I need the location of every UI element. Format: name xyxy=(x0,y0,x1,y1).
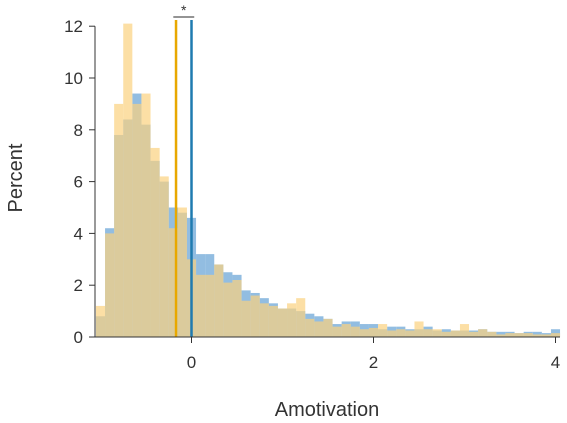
histogram-bar xyxy=(305,318,315,337)
x-tick-label: 2 xyxy=(369,353,378,372)
histogram-bar xyxy=(232,280,242,337)
histogram-bar xyxy=(196,274,206,337)
histogram-bar xyxy=(296,298,306,337)
histogram-bar xyxy=(332,326,342,337)
significance-label: * xyxy=(181,2,187,18)
x-axis-ticks: 0 2 4 xyxy=(187,337,560,372)
histogram-bar xyxy=(214,264,224,337)
histogram-bar xyxy=(350,326,360,337)
histogram-bar xyxy=(159,176,169,337)
histogram-bar xyxy=(459,324,470,337)
histogram-bar xyxy=(550,329,561,337)
histogram-bar xyxy=(405,330,415,337)
histogram-bar xyxy=(450,330,460,337)
y-tick-label: 4 xyxy=(74,224,83,243)
histogram-bar xyxy=(469,331,479,337)
y-axis-label: Percent xyxy=(5,143,27,212)
histogram-bar xyxy=(378,324,388,337)
histogram-bar xyxy=(141,93,151,337)
y-axis-ticks: 0 2 4 6 8 10 12 xyxy=(64,17,95,347)
histogram-bar xyxy=(432,329,442,337)
histogram-bar xyxy=(177,207,187,337)
histogram-bar xyxy=(205,274,215,337)
histogram-bar xyxy=(368,327,379,337)
histogram-bar xyxy=(341,324,351,337)
histogram-bar xyxy=(414,321,424,337)
y-tick-label: 0 xyxy=(74,328,83,347)
histogram-bar xyxy=(441,331,451,337)
x-tick-label: 4 xyxy=(551,353,560,372)
histogram-bar xyxy=(478,329,488,337)
histogram-bar xyxy=(277,308,288,337)
histogram-bar xyxy=(268,305,278,337)
histogram-bar xyxy=(259,303,269,337)
histogram-bar xyxy=(114,103,124,338)
histogram-bar xyxy=(105,233,115,337)
histogram-bar xyxy=(532,334,542,337)
histogram-bar xyxy=(250,295,260,337)
histogram-series xyxy=(95,23,561,338)
histogram-bar xyxy=(323,318,333,337)
x-axis-label: Amotivation xyxy=(275,399,380,421)
y-tick-label: 10 xyxy=(64,69,83,88)
y-tick-label: 2 xyxy=(74,276,83,295)
histogram-bar xyxy=(496,334,506,337)
histogram-bar xyxy=(423,329,433,337)
histogram-bar xyxy=(123,23,133,338)
histogram-bar xyxy=(396,329,406,337)
histogram-bar xyxy=(95,305,106,337)
histogram-bar xyxy=(514,333,524,337)
histogram-bars xyxy=(95,23,561,338)
x-tick-label: 0 xyxy=(187,353,196,372)
histogram-bar xyxy=(132,103,142,338)
y-tick-label: 6 xyxy=(74,173,83,192)
histogram-bar xyxy=(359,329,369,337)
reference-lines xyxy=(174,20,193,337)
histogram-bar xyxy=(387,330,397,337)
histogram-bar xyxy=(541,334,551,337)
histogram-bar xyxy=(523,333,533,337)
histogram-bar xyxy=(223,282,233,337)
histogram-bar xyxy=(241,300,251,337)
histogram-bar xyxy=(487,331,497,337)
histogram-bar xyxy=(168,228,178,337)
histogram-bar xyxy=(505,333,515,337)
histogram-bar xyxy=(287,303,297,337)
y-tick-label: 12 xyxy=(64,17,83,36)
histogram-bar xyxy=(314,321,324,337)
histogram-bar xyxy=(550,333,561,337)
histogram-bar xyxy=(150,147,160,337)
y-tick-label: 8 xyxy=(74,121,83,140)
